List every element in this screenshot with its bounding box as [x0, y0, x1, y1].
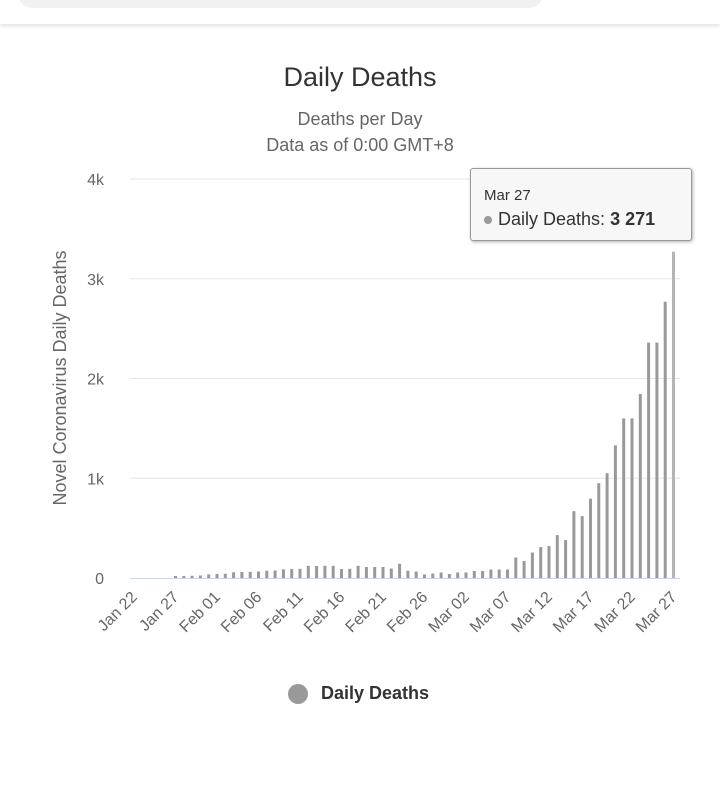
bar-mar-01 [456, 572, 460, 578]
top-bar [0, 0, 720, 24]
bar-feb-19 [364, 567, 368, 578]
bar-mar-09 [522, 561, 526, 578]
bar-mar-16 [580, 516, 584, 578]
x-tick-label: Mar 17 [550, 589, 597, 636]
x-tick-label: Mar 27 [633, 589, 680, 636]
bar-mar-10 [530, 552, 534, 578]
bar-mar-11 [539, 547, 543, 578]
series-dot-icon [484, 216, 492, 225]
bar-feb-25 [414, 571, 418, 578]
bar-mar-27 [672, 251, 675, 578]
bar-feb-01 [215, 574, 219, 578]
x-tick-label: Mar 12 [509, 589, 556, 636]
bar-feb-28 [439, 572, 443, 578]
x-tick-label: Mar 22 [592, 589, 639, 636]
bar-mar-12 [547, 546, 551, 578]
bar-feb-03 [232, 572, 236, 578]
tooltip-value: 3 271 [610, 209, 656, 229]
x-tick-label: Feb 16 [301, 589, 348, 636]
bar-mar-13 [555, 535, 559, 578]
bar-mar-21 [622, 418, 626, 578]
bar-jan-27 [174, 576, 177, 578]
bar-feb-07 [265, 570, 269, 578]
y-tick-label: 2k [87, 372, 105, 389]
bar-feb-23 [398, 563, 402, 578]
bar-feb-22 [389, 568, 393, 578]
bar-feb-11 [298, 568, 302, 578]
bar-feb-15 [331, 565, 335, 578]
x-tick-label: Mar 02 [426, 589, 473, 636]
bar-mar-02 [464, 572, 468, 578]
tooltip-date: Mar 27 [484, 187, 531, 204]
bar-feb-14 [323, 565, 327, 578]
bar-mar-18 [597, 483, 601, 578]
y-tick-label: 4k [87, 172, 105, 189]
bar-feb-21 [381, 567, 385, 578]
bar-mar-19 [605, 473, 609, 578]
bar-mar-07 [506, 569, 509, 578]
legend-dot-icon [288, 683, 308, 704]
bar-feb-20 [373, 567, 377, 578]
x-tick-label: Jan 22 [95, 589, 141, 635]
chart-title: Daily Deaths [283, 62, 437, 92]
tooltip-series: Daily Deaths [498, 209, 601, 229]
bar-mar-08 [514, 557, 518, 578]
bar-feb-17 [348, 568, 352, 578]
bar-mar-04 [481, 571, 485, 578]
bar-feb-09 [281, 569, 285, 578]
bar-mar-14 [564, 540, 568, 578]
bar-mar-25 [655, 342, 659, 578]
x-tick-label: Jan 27 [136, 589, 182, 635]
tooltip: Mar 27 Daily Deaths: 3 271 [470, 168, 692, 241]
bar-jan-31 [207, 574, 211, 578]
bar-jan-28 [182, 576, 186, 578]
y-tick-label: 1k [87, 471, 105, 488]
bar-feb-06 [257, 571, 260, 578]
chart-subtitle-data-as-of: Data as of 0:00 GMT+8 [266, 135, 454, 155]
bar-feb-12 [306, 565, 310, 578]
x-tick-label: Mar 07 [467, 589, 514, 636]
bar-feb-05 [248, 571, 252, 578]
y-tick-label: 3k [87, 272, 105, 289]
legend-item-daily-deaths[interactable]: Daily Deaths [288, 683, 429, 704]
x-tick-label: Feb 21 [343, 589, 390, 636]
legend-label: Daily Deaths [321, 683, 430, 703]
search-bar[interactable] [18, 0, 543, 8]
bar-feb-27 [431, 573, 435, 578]
x-tick-label: Feb 01 [177, 589, 224, 636]
bar-feb-24 [406, 570, 410, 578]
bar-feb-29 [447, 574, 451, 578]
bar-mar-06 [497, 569, 501, 578]
bar-feb-26 [423, 574, 426, 578]
bar-feb-04 [240, 572, 244, 578]
bar-feb-08 [273, 570, 277, 578]
y-axis-label: Novel Coronavirus Daily Deaths [50, 250, 70, 505]
chart-subtitle: Deaths per Day [297, 109, 423, 129]
bar-mar-26 [663, 301, 667, 578]
bar-feb-10 [290, 569, 294, 578]
bar-mar-15 [572, 511, 576, 578]
bar-mar-05 [489, 569, 493, 578]
x-tick-label: Feb 11 [260, 589, 306, 635]
x-tick-label: Feb 06 [218, 589, 265, 636]
bar-mar-03 [472, 571, 476, 578]
bar-feb-02 [223, 573, 227, 578]
bar-feb-16 [340, 569, 343, 578]
bar-feb-13 [315, 566, 319, 578]
bar-mar-24 [647, 342, 651, 578]
tooltip-line: Daily Deaths: 3 271 [484, 209, 655, 230]
bar-jan-30 [198, 575, 202, 578]
bar-mar-23 [638, 393, 642, 578]
bar-mar-20 [613, 445, 617, 578]
bar-mar-22 [630, 418, 634, 578]
y-tick-label: 0 [95, 571, 104, 588]
x-tick-label: Feb 26 [384, 589, 431, 636]
bar-jan-29 [190, 575, 194, 578]
bar-feb-18 [356, 565, 360, 578]
bar-mar-17 [589, 498, 592, 578]
